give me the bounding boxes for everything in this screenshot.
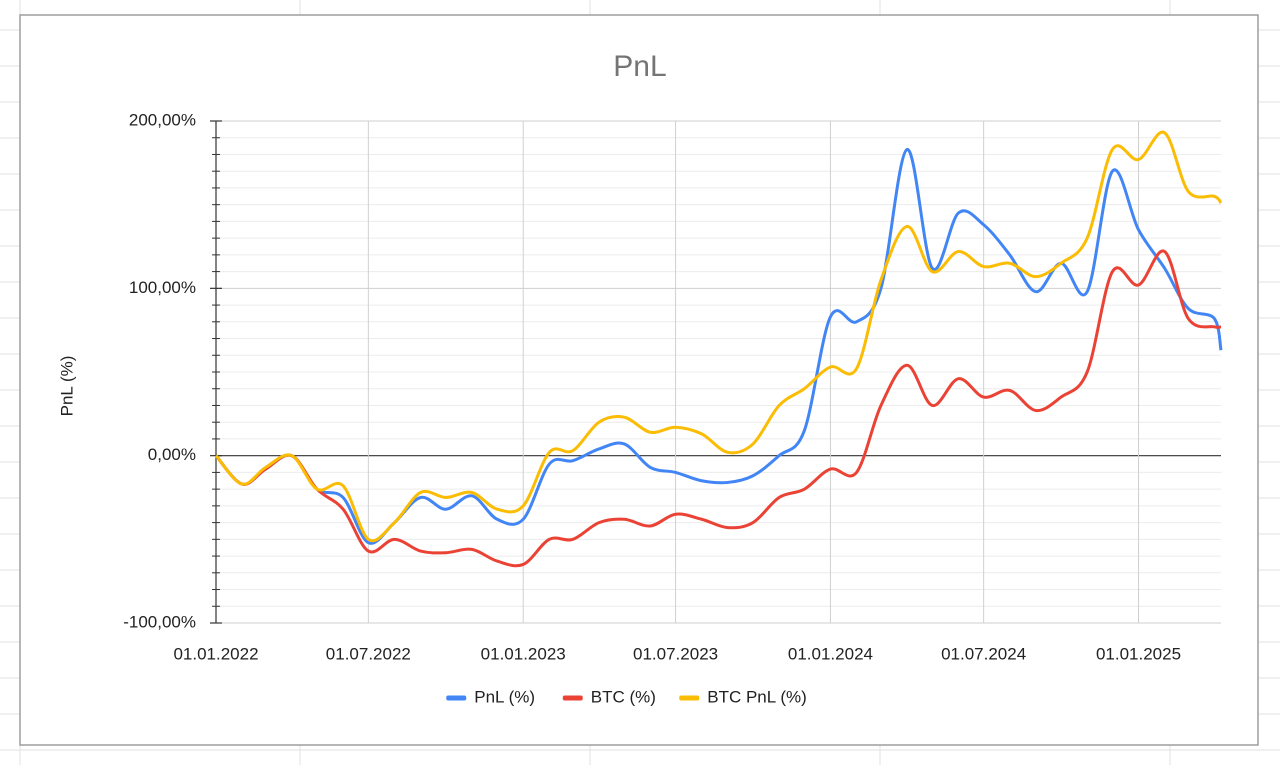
legend-label: BTC PnL (%) bbox=[707, 687, 807, 706]
legend-label: BTC (%) bbox=[591, 687, 656, 706]
y-axis-title: PnL (%) bbox=[57, 356, 76, 417]
chart-title: PnL bbox=[613, 50, 666, 83]
x-tick-label: 01.01.2022 bbox=[173, 644, 258, 663]
legend-swatch bbox=[679, 695, 700, 701]
legend-swatch bbox=[562, 695, 583, 701]
chart-frame bbox=[19, 14, 1259, 746]
y-tick-label: 200,00% bbox=[129, 110, 196, 129]
labels: PnL PnL (%) -100,00% 0,00% 100,00% 200,00% 0… bbox=[57, 50, 1181, 707]
y-tick-label: 0,00% bbox=[148, 445, 196, 464]
series-line bbox=[214, 249, 1222, 568]
grid bbox=[210, 120, 1221, 624]
x-tick-label: 01.07.2022 bbox=[326, 644, 411, 663]
x-tick-label: 01.01.2023 bbox=[481, 644, 566, 663]
x-tick-label: 01.01.2024 bbox=[788, 644, 873, 663]
x-tick-label: 01.01.2025 bbox=[1096, 644, 1181, 663]
x-tick-label: 01.07.2024 bbox=[941, 644, 1026, 663]
legend-label: PnL (%) bbox=[474, 687, 535, 706]
x-tick-label: 01.07.2023 bbox=[633, 644, 718, 663]
y-tick-label: -100,00% bbox=[123, 612, 196, 631]
legend-swatch bbox=[446, 695, 467, 701]
y-tick-label: 100,00% bbox=[129, 278, 196, 297]
series-line bbox=[214, 130, 1223, 543]
lines bbox=[214, 130, 1223, 568]
